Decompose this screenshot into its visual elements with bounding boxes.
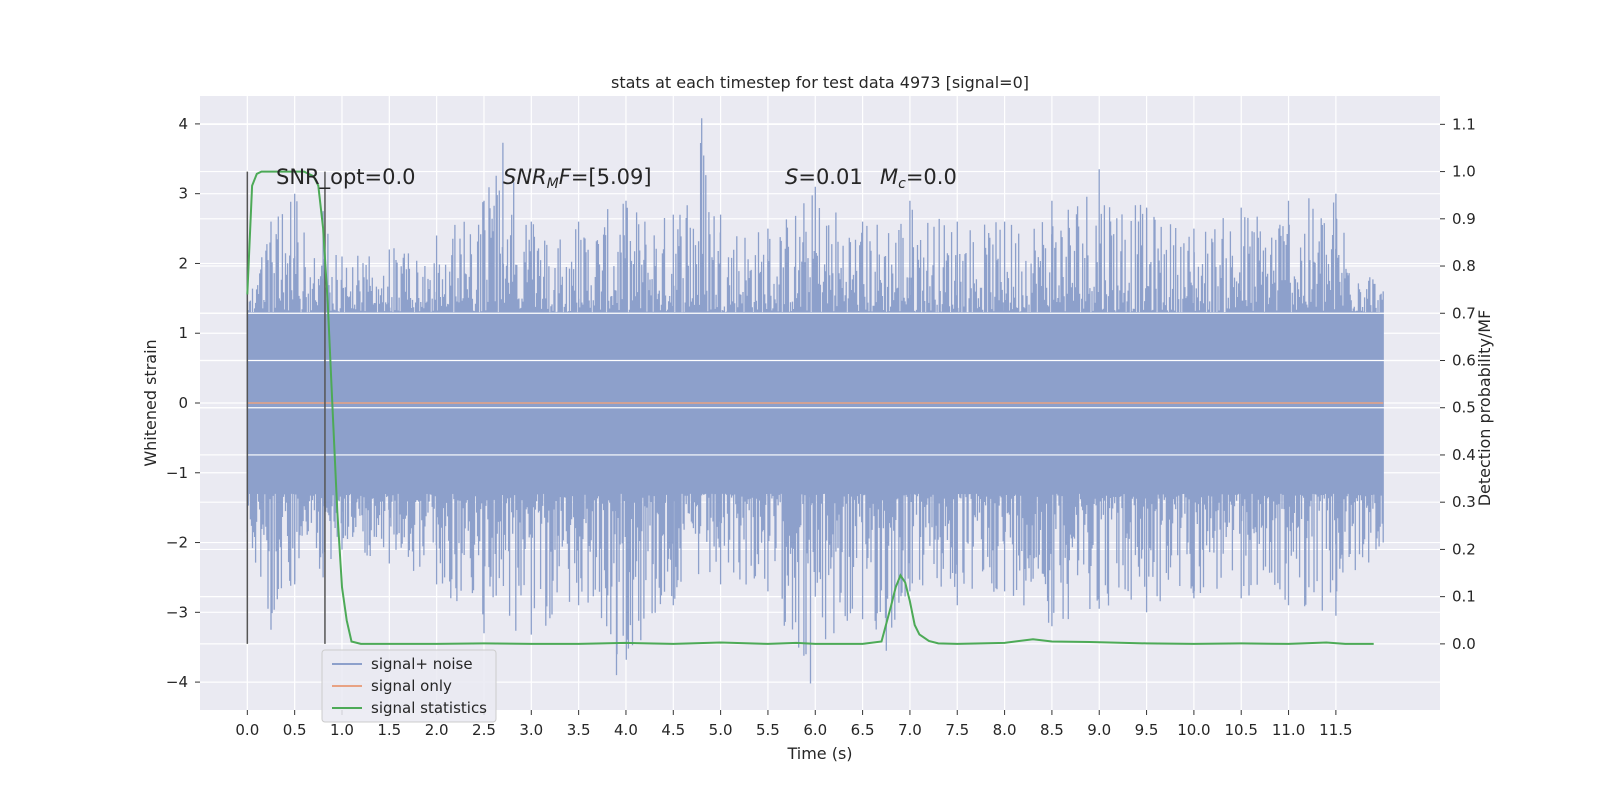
x-tick-label-19: 9.5 xyxy=(1135,721,1159,739)
x-tick-label-17: 8.5 xyxy=(1040,721,1064,739)
x-tick-label-11: 5.5 xyxy=(756,721,780,739)
x-tick-label-20: 10.0 xyxy=(1177,721,1210,739)
y2-tick-label-0: 1.1 xyxy=(1452,115,1476,133)
y2-tick-label-6: 0.5 xyxy=(1452,399,1476,417)
x-tick-label-6: 3.0 xyxy=(519,721,543,739)
y-tick-label-1: 3 xyxy=(178,185,188,203)
annotation-s-symbol: S xyxy=(785,165,798,189)
annotation-mc: Mc=0.0 xyxy=(880,165,957,192)
x-tick-label-14: 7.0 xyxy=(898,721,922,739)
x-tick-label-3: 1.5 xyxy=(377,721,401,739)
x-axis-ticks: 0.0 0.5 1.0 1.5 2.0 2.5 3.0 3.5 4.0 4.5 5.0 5.5 6.0 6… xyxy=(235,710,1353,739)
x-tick-label-9: 4.5 xyxy=(661,721,685,739)
y2-tick-label-10: 0.1 xyxy=(1452,588,1476,606)
annotation-snr-opt: SNR_opt=0.0 xyxy=(276,165,416,190)
x-tick-label-7: 3.5 xyxy=(567,721,591,739)
y2-tick-label-8: 0.3 xyxy=(1452,493,1476,511)
y2-tick-label-4: 0.7 xyxy=(1452,304,1476,322)
y2-tick-label-3: 0.8 xyxy=(1452,257,1476,275)
annotation-snr-mf: SNRMF=[5.09] xyxy=(503,165,652,192)
y-tick-label-2: 2 xyxy=(178,254,188,272)
legend-label-signal-noise: signal+ noise xyxy=(371,655,473,673)
annotation-snr-mf-value: =[5.09] xyxy=(571,165,652,189)
y-tick-label-5: −1 xyxy=(166,464,188,482)
y-tick-label-4: 0 xyxy=(178,394,188,412)
y-axis-label: Whitened strain xyxy=(141,339,160,466)
legend-label-signal-statistics: signal statistics xyxy=(371,699,487,717)
y2-axis-label: Detection probability/MF xyxy=(1475,310,1494,507)
x-tick-label-0: 0.0 xyxy=(235,721,259,739)
x-tick-label-2: 1.0 xyxy=(330,721,354,739)
x-tick-label-1: 0.5 xyxy=(283,721,307,739)
legend-box xyxy=(321,649,497,723)
legend-label-signal-only: signal only xyxy=(371,677,452,695)
x-tick-label-10: 5.0 xyxy=(709,721,733,739)
y2-tick-label-9: 0.2 xyxy=(1452,540,1476,558)
x-tick-label-21: 10.5 xyxy=(1225,721,1258,739)
y2-tick-label-5: 0.6 xyxy=(1452,351,1476,369)
y-tick-label-0: 4 xyxy=(178,115,188,133)
annotation-mc-sub: c xyxy=(898,176,906,192)
series-signal-statistics-line xyxy=(246,170,1374,645)
y-tick-label-6: −2 xyxy=(166,534,188,552)
annotation-snr-mf-base: SNR xyxy=(503,165,547,189)
y2-tick-label-7: 0.4 xyxy=(1452,446,1476,464)
x-axis-label: Time (s) xyxy=(786,744,852,763)
annotation-snr-mf-f: F xyxy=(559,165,572,189)
x-tick-label-23: 11.5 xyxy=(1319,721,1352,739)
annotation-s: S=0.01 xyxy=(785,165,863,189)
y-axis-ticks: 4 3 2 1 0 −1 −2 −3 −4 xyxy=(166,115,200,691)
annotation-snr-mf-sub: M xyxy=(547,176,559,192)
x-tick-label-15: 7.5 xyxy=(945,721,969,739)
y2-tick-label-11: 0.0 xyxy=(1452,635,1476,653)
x-tick-label-22: 11.0 xyxy=(1272,721,1305,739)
annotation-mc-value: =0.0 xyxy=(906,165,957,189)
y2-axis-ticks: 1.1 1.0 0.9 0.8 0.7 0.6 0.5 0.4 0.3 0.2 0.1 0.0 xyxy=(1440,115,1476,653)
y-tick-label-8: −4 xyxy=(166,673,188,691)
x-tick-label-4: 2.0 xyxy=(425,721,449,739)
legend: signal+ noise signal only signal statist… xyxy=(321,649,497,723)
y2-tick-label-1: 1.0 xyxy=(1452,163,1476,181)
x-tick-label-5: 2.5 xyxy=(472,721,496,739)
y-tick-label-7: −3 xyxy=(166,603,188,621)
x-tick-label-16: 8.0 xyxy=(993,721,1017,739)
x-tick-label-13: 6.5 xyxy=(851,721,875,739)
chart-title: stats at each timestep for test data 497… xyxy=(611,73,1029,92)
y-tick-label-3: 1 xyxy=(178,324,188,342)
x-tick-label-8: 4.0 xyxy=(614,721,638,739)
x-tick-label-12: 6.0 xyxy=(803,721,827,739)
annotation-mc-symbol: M xyxy=(880,165,898,189)
x-tick-label-18: 9.0 xyxy=(1087,721,1111,739)
y2-tick-label-2: 0.9 xyxy=(1452,210,1476,228)
annotation-s-value: =0.01 xyxy=(798,165,862,189)
